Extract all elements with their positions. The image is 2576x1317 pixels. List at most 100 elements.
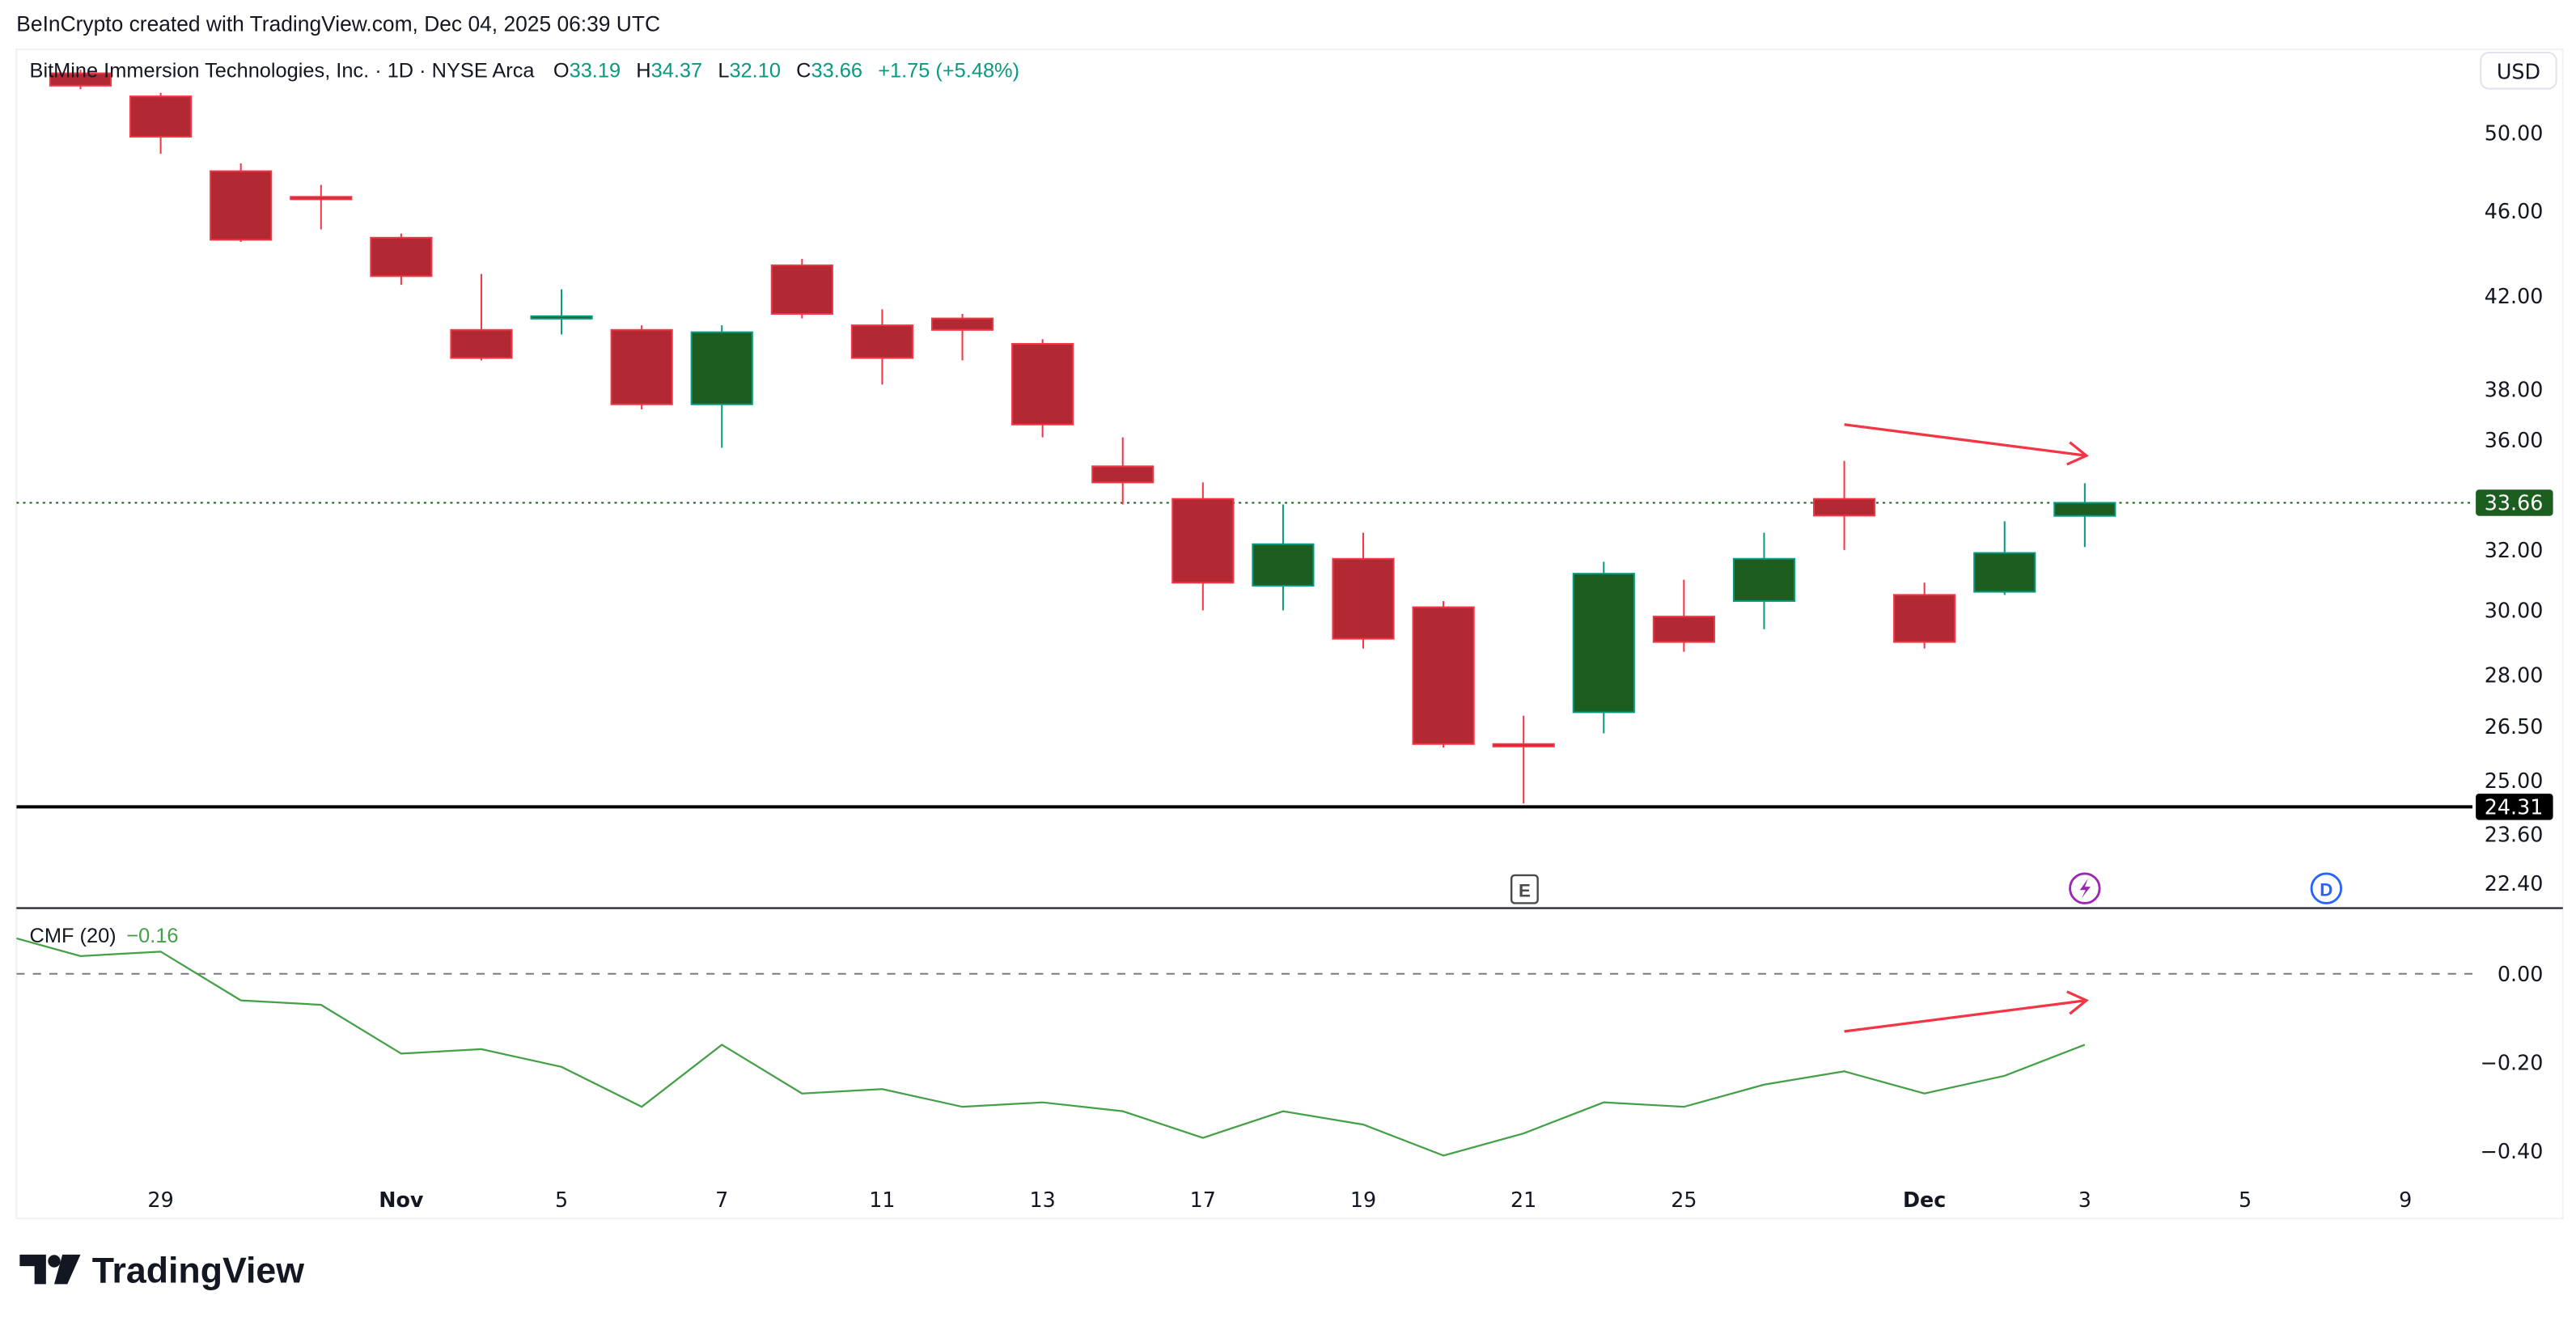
time-axis[interactable]: 29 Nov 5 7 11 13 17 19 21 25 Dec 3 5 9 bbox=[147, 1188, 2412, 1212]
candle-body bbox=[1572, 573, 1635, 714]
arrow-head bbox=[2066, 441, 2089, 466]
candle[interactable] bbox=[1252, 504, 1315, 611]
candle[interactable] bbox=[2053, 483, 2116, 548]
currency-button[interactable]: USD bbox=[2480, 51, 2557, 90]
candle-body bbox=[290, 196, 353, 201]
logo-text: TradingView bbox=[92, 1251, 305, 1290]
symbol-title: BitMine Immersion Technologies, Inc. · 1… bbox=[30, 59, 536, 82]
cmf-legend: CMF (20) −0.16 bbox=[30, 925, 179, 947]
cmf-value: −0.16 bbox=[126, 925, 178, 947]
candle-body bbox=[1812, 498, 1876, 517]
earnings-icon bbox=[1510, 874, 1539, 904]
candle[interactable] bbox=[450, 273, 513, 361]
last-price-badge bbox=[2476, 489, 2553, 516]
cmf-trend-arrow[interactable] bbox=[1844, 990, 2089, 1033]
time-tick-label: 13 bbox=[1029, 1188, 1055, 1212]
cmf-plot bbox=[16, 937, 2473, 1157]
price-tick-label: 50.00 bbox=[2485, 121, 2544, 146]
candle-body bbox=[610, 328, 673, 405]
candle[interactable] bbox=[1812, 460, 1876, 550]
candle[interactable] bbox=[850, 309, 914, 385]
event-earnings[interactable]: E bbox=[1510, 874, 1539, 904]
price-tick-label: 46.00 bbox=[2485, 199, 2544, 223]
candles bbox=[16, 70, 2473, 809]
open-value: 33.19 bbox=[570, 59, 621, 82]
dividend-icon bbox=[2310, 872, 2343, 904]
chart-frame bbox=[15, 48, 2564, 1220]
candle-body bbox=[450, 328, 513, 359]
candle[interactable] bbox=[210, 163, 273, 243]
time-tick-label: 7 bbox=[715, 1188, 728, 1212]
candle[interactable] bbox=[1893, 582, 1956, 649]
candle-body bbox=[530, 315, 593, 320]
price-tick-label: 38.00 bbox=[2485, 378, 2544, 402]
candle[interactable] bbox=[1332, 532, 1395, 649]
candle[interactable] bbox=[129, 92, 193, 155]
chart-caption: BeInCrypto created with TradingView.com,… bbox=[16, 12, 660, 36]
candle-body bbox=[1171, 498, 1235, 584]
currency-label: USD bbox=[2497, 59, 2540, 83]
candle[interactable] bbox=[690, 325, 753, 448]
candle[interactable] bbox=[1572, 561, 1635, 734]
candle[interactable] bbox=[1492, 715, 1555, 804]
price-tick-label: 32.00 bbox=[2485, 538, 2544, 562]
candle-body bbox=[930, 317, 994, 331]
price-tick-label: 36.00 bbox=[2485, 428, 2544, 452]
tradingview-logo-icon bbox=[19, 1254, 81, 1285]
time-tick-label: 17 bbox=[1190, 1188, 1216, 1212]
cmf-title: CMF (20) bbox=[30, 925, 117, 947]
candle[interactable] bbox=[1973, 521, 2036, 595]
event-split[interactable] bbox=[2069, 872, 2101, 904]
candle-body bbox=[770, 264, 833, 315]
candle[interactable] bbox=[610, 325, 673, 409]
price-tick-label: 42.00 bbox=[2485, 284, 2544, 308]
candle-body bbox=[1011, 343, 1074, 426]
svg-text:D: D bbox=[2320, 879, 2332, 900]
time-tick-label: 5 bbox=[555, 1188, 568, 1212]
cmf-tick-label: 0.00 bbox=[2498, 962, 2543, 986]
change-value: +1.75 (+5.48%) bbox=[878, 59, 1019, 82]
price-tick-label: 26.50 bbox=[2485, 714, 2544, 739]
time-tick-label: Nov bbox=[379, 1188, 424, 1212]
candle[interactable] bbox=[290, 184, 353, 230]
support-price-badge bbox=[2476, 794, 2553, 820]
price-tick-label: 28.00 bbox=[2485, 663, 2544, 687]
candle[interactable] bbox=[1732, 532, 1796, 629]
candle[interactable] bbox=[930, 314, 994, 361]
candle-body bbox=[1973, 552, 2036, 593]
candle-body bbox=[1732, 557, 1796, 602]
candle[interactable] bbox=[1171, 482, 1235, 611]
last-price-label: 33.66 bbox=[2485, 491, 2544, 515]
time-tick-label: 11 bbox=[869, 1188, 895, 1212]
high-value: 34.37 bbox=[651, 59, 702, 82]
candle-body bbox=[1893, 594, 1956, 643]
cmf-tick-label: −0.20 bbox=[2481, 1051, 2544, 1075]
candle-body bbox=[129, 95, 193, 138]
time-tick-label: 29 bbox=[147, 1188, 173, 1212]
candle[interactable] bbox=[1652, 579, 1715, 652]
candle[interactable] bbox=[1091, 437, 1155, 505]
candle[interactable] bbox=[530, 289, 593, 335]
time-tick-label: Dec bbox=[1903, 1188, 1946, 1212]
support-price-label: 24.31 bbox=[2485, 794, 2544, 819]
cmf-pane[interactable]: 0.00 −0.20 −0.40 bbox=[16, 937, 2544, 1163]
candle[interactable] bbox=[1412, 600, 1475, 748]
candle[interactable] bbox=[49, 70, 112, 90]
candle[interactable] bbox=[1011, 339, 1074, 438]
candle-body bbox=[370, 236, 433, 277]
price-pane[interactable]: 50.00 46.00 42.00 38.00 36.00 32.00 30.00 28.00… bbox=[16, 70, 2553, 896]
price-tick-label: 22.40 bbox=[2485, 871, 2544, 896]
candle[interactable] bbox=[370, 233, 433, 286]
event-dividend[interactable]: D bbox=[2310, 872, 2343, 904]
price-trend-arrow[interactable] bbox=[1844, 423, 2089, 466]
price-tick-label: 25.00 bbox=[2485, 769, 2544, 793]
candle-body bbox=[690, 331, 753, 405]
price-tick-label: 23.60 bbox=[2485, 823, 2544, 847]
candle[interactable] bbox=[770, 258, 833, 319]
close-value: 33.66 bbox=[811, 59, 862, 82]
tradingview-logo: TradingView bbox=[19, 1251, 304, 1290]
candle-body bbox=[1652, 616, 1715, 643]
arrow-head bbox=[2066, 990, 2089, 1015]
time-tick-label: 3 bbox=[2078, 1188, 2091, 1212]
